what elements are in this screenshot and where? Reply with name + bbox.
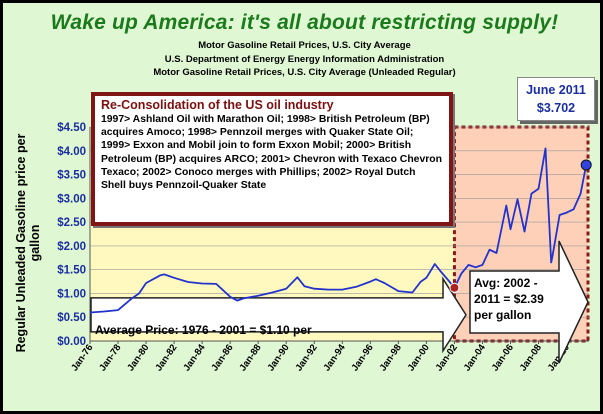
average-1976-2001-arrow	[90, 276, 467, 354]
x-tick-label: Jan-06	[490, 342, 516, 373]
y-tick-label: $2.00	[57, 241, 86, 253]
x-tick-label: Jan-92	[293, 342, 319, 373]
y-axis-label: Regular Unleaded Gasoline price per gall…	[14, 133, 42, 353]
x-tick-label: Jan-86	[209, 342, 235, 373]
subtitle-2: U.S. Department of Energy Energy Informa…	[164, 54, 445, 65]
x-tick-label: Jan-96	[350, 342, 376, 373]
y-tick-label: $1.00	[57, 288, 86, 300]
x-tick-label: Jan-02	[434, 342, 460, 373]
x-tick-label: Jan-78	[97, 342, 123, 373]
consolidation-heading: Re-Consolidation of the US oil industry	[101, 98, 334, 112]
marker-2002	[449, 282, 460, 293]
x-tick-label: Jan-98	[378, 342, 404, 373]
consolidation-text: 1997> Ashland Oil with Marathon Oil; 199…	[101, 114, 442, 192]
x-tick-label: Jan-84	[181, 342, 208, 374]
x-tick-label: Jan-88	[237, 342, 263, 373]
y-tick-label: $0.50	[57, 312, 86, 324]
average-2002-2011-label: Avg: 2002 - 2011 = $2.39 per gallon	[474, 276, 544, 322]
x-tick-label: Jan-08	[518, 342, 544, 373]
subtitle-3: Motor Gasoline Retail Prices, U.S. City …	[153, 67, 456, 78]
x-tick-label: Jan-80	[125, 342, 151, 373]
subtitle-1: Motor Gasoline Retail Prices, U.S. City …	[198, 40, 411, 51]
price-series-line	[89, 147, 588, 314]
x-tick-label: Jan-94	[321, 342, 348, 374]
y-tick-label: $1.50	[57, 265, 86, 277]
y-tick-label: $2.50	[57, 217, 86, 229]
june-2011-price: $3.702	[536, 101, 576, 115]
x-tick-label: Jan-82	[153, 342, 179, 373]
y-tick-label: $4.00	[57, 146, 86, 158]
marker-june-2011	[580, 159, 592, 171]
june-2011-callout: June 2011 $3.702	[517, 77, 595, 121]
y-tick-label: $0.00	[57, 336, 86, 348]
y-tick-label: $3.50	[57, 170, 86, 182]
average-2002-2011-arrow	[469, 240, 589, 364]
x-tick-label: Jan-90	[265, 342, 291, 373]
average-1976-2001-label: Average Price: 1976 - 2001 = $1.10 per	[95, 323, 312, 337]
x-tick-label: Jan-04	[462, 342, 489, 374]
chart-svg: $0.00 $0.50 $1.00 $1.50 $2.00 $2.50 $3.00 $3.50…	[57, 122, 592, 374]
x-tick-label: Jan-00	[406, 342, 432, 373]
y-tick-label: $3.00	[57, 193, 86, 205]
chart-title: Wake up America: it's all about restrict…	[50, 11, 559, 34]
y-tick-label: $4.50	[57, 122, 86, 134]
consolidation-callout: Re-Consolidation of the US oil industry …	[91, 92, 453, 226]
june-2011-month: June 2011	[526, 83, 586, 97]
